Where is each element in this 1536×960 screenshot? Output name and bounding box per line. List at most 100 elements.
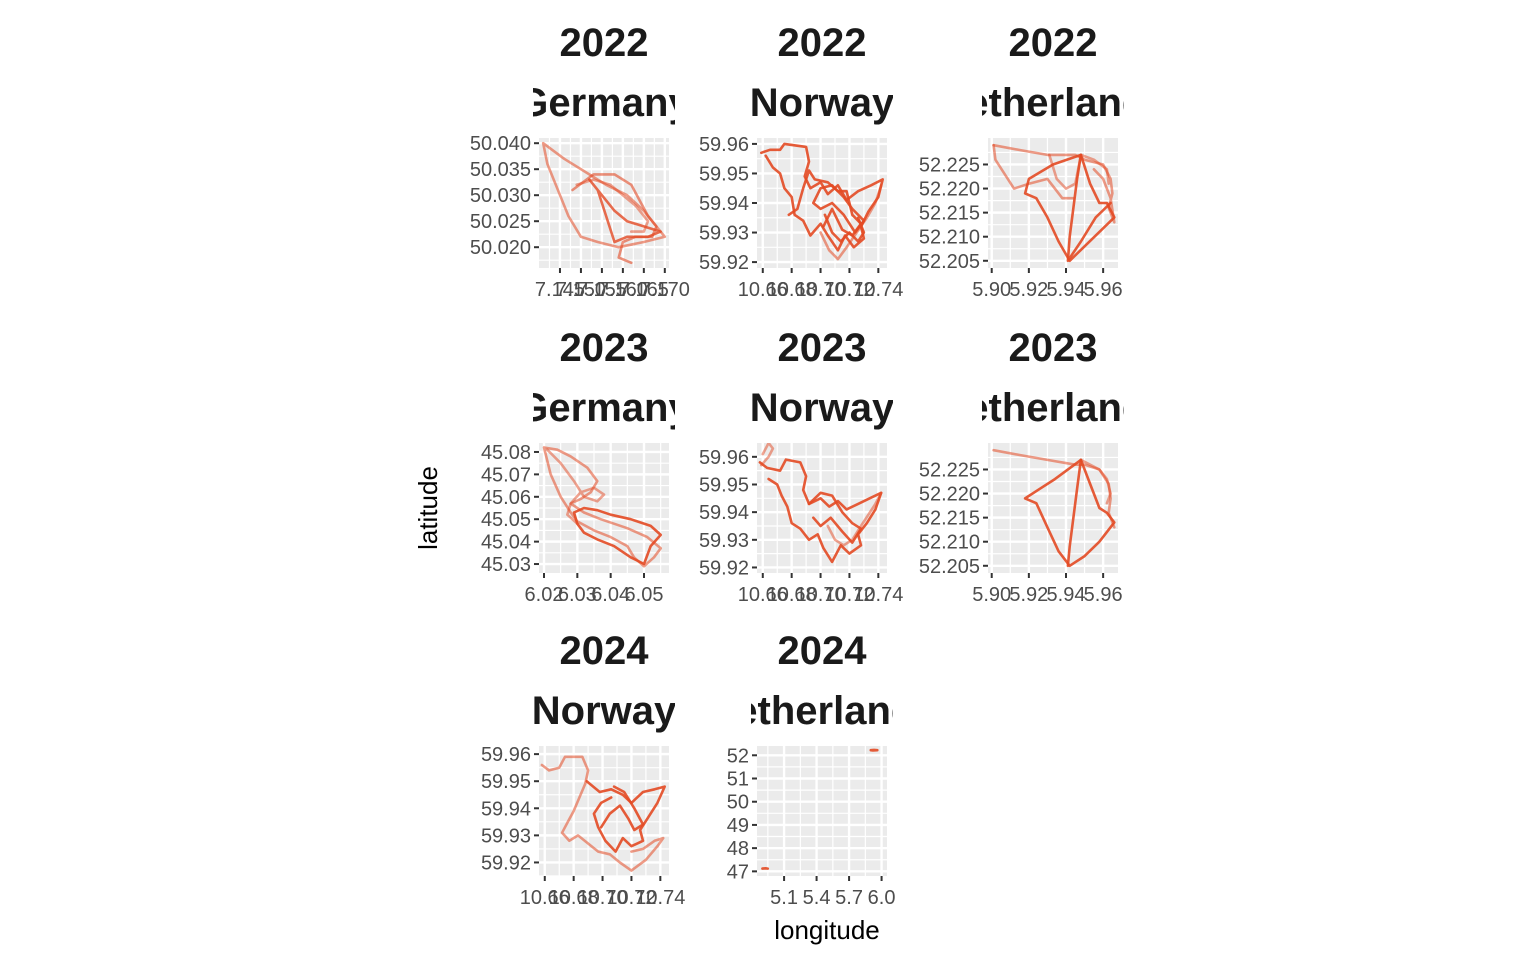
x-tick-label: 10.70 xyxy=(796,279,846,301)
x-tick-label: 5.92 xyxy=(1009,584,1048,606)
y-tick-label: 52.210 xyxy=(919,532,980,554)
x-axis: 5.1 5.4 5.7 6.0 xyxy=(770,876,895,909)
y-tick-label: 50.030 xyxy=(470,185,531,207)
track-layer xyxy=(542,446,662,568)
track-line xyxy=(760,443,775,467)
x-tick-label: 7.150 xyxy=(556,279,606,301)
track-layer xyxy=(760,142,884,261)
track-line xyxy=(572,506,662,566)
x-tick-label: 10.72 xyxy=(606,887,656,909)
x-tick-label: 6.02 xyxy=(525,584,564,606)
track-line xyxy=(588,178,662,244)
y-tick-label: 51 xyxy=(727,769,749,791)
y-tick-label: 59.96 xyxy=(699,134,749,156)
y-tick-label: 59.93 xyxy=(699,530,749,552)
track-line xyxy=(599,785,645,832)
y-tick-label: 52.225 xyxy=(919,459,980,481)
facet-strip: 2022 Norway xyxy=(750,21,895,125)
y-tick-label: 59.93 xyxy=(481,825,531,847)
y-tick-label: 59.96 xyxy=(481,744,531,766)
y-tick-label: 52.220 xyxy=(919,484,980,506)
y-tick-label: 59.94 xyxy=(699,502,749,524)
panel-grid xyxy=(988,138,1118,268)
track-line xyxy=(869,748,879,752)
y-tick-label: 59.95 xyxy=(699,163,749,185)
y-tick-label: 52.215 xyxy=(919,203,980,225)
facet-panels: 2022 Germany 50.020 50.025 50.030 50.035 50.04… xyxy=(470,21,1168,909)
x-tick-label: 6.0 xyxy=(868,887,896,909)
y-tick-label: 45.07 xyxy=(481,464,531,486)
facet-strip: 2023 Germany xyxy=(533,326,675,430)
x-axis-title: longitude xyxy=(774,915,880,945)
facet-year-label: 2022 xyxy=(1009,21,1098,65)
track-line xyxy=(1066,458,1083,568)
track-line xyxy=(823,213,866,243)
track-line xyxy=(546,448,606,525)
facet-year-label: 2023 xyxy=(1009,326,1098,370)
track-layer xyxy=(761,748,879,870)
x-tick-label: 5.4 xyxy=(803,887,831,909)
y-axis: 50.020 50.025 50.030 50.035 50.040 xyxy=(470,133,539,259)
track-line xyxy=(758,458,883,564)
x-tick-label: 7.160 xyxy=(598,279,648,301)
y-axis: 59.92 59.93 59.94 59.95 59.96 xyxy=(699,447,757,579)
facet-panel-p7: 2024 Norway 59.92 59.93 59.94 59.95 59.96 10.66… xyxy=(481,629,685,909)
track-layer xyxy=(541,141,667,265)
track-line xyxy=(787,169,863,237)
facet-year-label: 2022 xyxy=(778,21,867,65)
track-line xyxy=(992,143,1075,200)
y-tick-label: 59.95 xyxy=(481,771,531,793)
y-axis: 59.92 59.93 59.94 59.95 59.96 xyxy=(699,134,757,274)
x-tick-label: 5.96 xyxy=(1084,279,1123,301)
facet-panel-p1: 2022 Germany 50.020 50.025 50.030 50.035 50.04… xyxy=(470,21,691,301)
x-tick-label: 7.170 xyxy=(640,279,690,301)
y-tick-label: 50.025 xyxy=(470,211,531,233)
facet-strip: 2022 Netherlands xyxy=(982,21,1124,125)
y-tick-label: 52.220 xyxy=(919,179,980,201)
facet-year-label: 2023 xyxy=(560,326,649,370)
y-tick-label: 52.225 xyxy=(919,154,980,176)
facet-year-label: 2024 xyxy=(778,629,868,673)
panel-background xyxy=(539,138,669,268)
y-tick-label: 50.035 xyxy=(470,159,531,181)
y-tick-label: 45.08 xyxy=(481,442,531,464)
track-line xyxy=(540,755,665,872)
x-tick-label: 6.04 xyxy=(591,584,630,606)
y-tick-label: 59.96 xyxy=(699,447,749,469)
facet-country-label: Germany xyxy=(517,81,691,125)
x-tick-label: 5.96 xyxy=(1084,584,1123,606)
x-tick-label: 10.74 xyxy=(853,584,903,606)
x-tick-label: 10.72 xyxy=(824,584,874,606)
x-tick-label: 7.155 xyxy=(577,279,627,301)
track-line xyxy=(1079,458,1112,505)
panel-grid xyxy=(539,443,669,573)
y-tick-label: 52.210 xyxy=(919,227,980,249)
y-tick-label: 59.95 xyxy=(699,474,749,496)
y-tick-label: 45.03 xyxy=(481,554,531,576)
facet-country-label: Netherlands xyxy=(937,386,1168,430)
x-tick-label: 6.03 xyxy=(558,584,597,606)
facet-country-label: Norway xyxy=(532,689,677,733)
track-layer xyxy=(992,143,1116,263)
x-tick-label: 5.7 xyxy=(835,887,863,909)
y-tick-label: 52 xyxy=(727,745,749,767)
facet-panel-p3: 2022Netherlands52.20552.21052.21552.2205… xyxy=(919,21,1124,301)
track-line xyxy=(826,491,883,547)
facet-country-label: Norway xyxy=(750,81,895,125)
x-tick-label: 5.94 xyxy=(1047,584,1086,606)
panel-grid xyxy=(757,746,887,876)
x-tick-label: 10.66 xyxy=(738,279,788,301)
y-tick-label: 48 xyxy=(727,838,749,860)
facet-country-label: Netherlands xyxy=(706,689,937,733)
x-tick-label: 7.145 xyxy=(535,279,585,301)
track-line xyxy=(585,779,666,853)
x-tick-label: 10.70 xyxy=(796,584,846,606)
y-tick-label: 59.92 xyxy=(699,557,749,579)
facet-strip: 2022 Germany xyxy=(517,21,691,125)
y-tick-label: 52.215 xyxy=(919,508,980,530)
facet-year-label: 2024 xyxy=(560,629,650,673)
